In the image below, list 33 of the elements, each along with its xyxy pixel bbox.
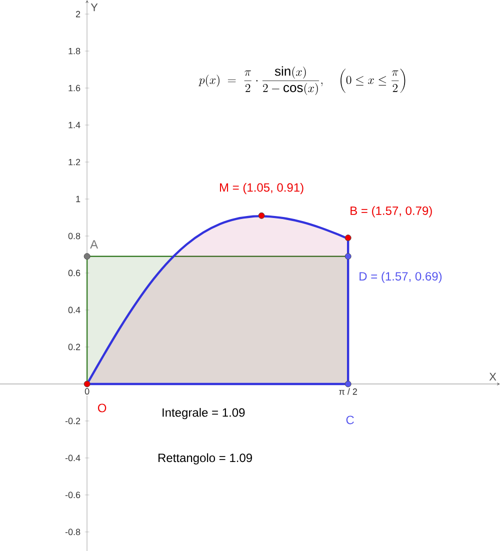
x-tick-label: 0 — [84, 388, 90, 395]
y-tick-label: 1.2 — [68, 158, 80, 166]
annotation: Integrale = 1.09 — [162, 408, 245, 420]
y-axis-title: Y — [90, 4, 98, 12]
point — [344, 253, 352, 260]
annotation: M = (1.05, 0.91) — [220, 182, 304, 194]
annotation: Rettangolo = 1.09 — [158, 453, 252, 464]
point — [84, 380, 90, 388]
annotation: B = (1.57, 0.79) — [350, 206, 432, 218]
y-tick-label: 0.6 — [68, 270, 80, 276]
y-tick-label: 0.8 — [68, 232, 80, 240]
y-tick-label: 0.4 — [68, 306, 80, 314]
annotation: D = (1.57, 0.69) — [360, 272, 442, 283]
point — [84, 253, 90, 260]
y-tick-label: -0.6 — [65, 492, 80, 498]
x-axis-title: X — [489, 372, 496, 380]
annotation: A — [90, 240, 98, 248]
y-tick-label: 1 — [76, 196, 80, 202]
y-tick-label: 2 — [76, 10, 80, 18]
point — [344, 380, 352, 388]
annotation: C — [346, 416, 354, 424]
annotation: $p(x) \;=\; \frac{\pi}{2}\cdot\frac{\sin(x)}{2-\cos(x)},\quad \left(0\le x\le\frac{\pi}{2}\right)$ — [198, 66, 406, 96]
point — [344, 234, 352, 242]
y-tick-label: 1.6 — [68, 84, 80, 92]
y-tick-label: 1.8 — [68, 48, 80, 54]
y-tick-label: -0.4 — [65, 454, 80, 462]
point — [258, 212, 265, 219]
y-tick-label: 0.2 — [68, 344, 80, 350]
y-tick-label: -0.8 — [65, 528, 80, 536]
y-tick-label: 1.4 — [68, 122, 80, 128]
annotation: O — [98, 404, 106, 412]
y-tick-label: -0.2 — [65, 418, 80, 424]
x-tick-label: π / 2 — [339, 388, 357, 395]
